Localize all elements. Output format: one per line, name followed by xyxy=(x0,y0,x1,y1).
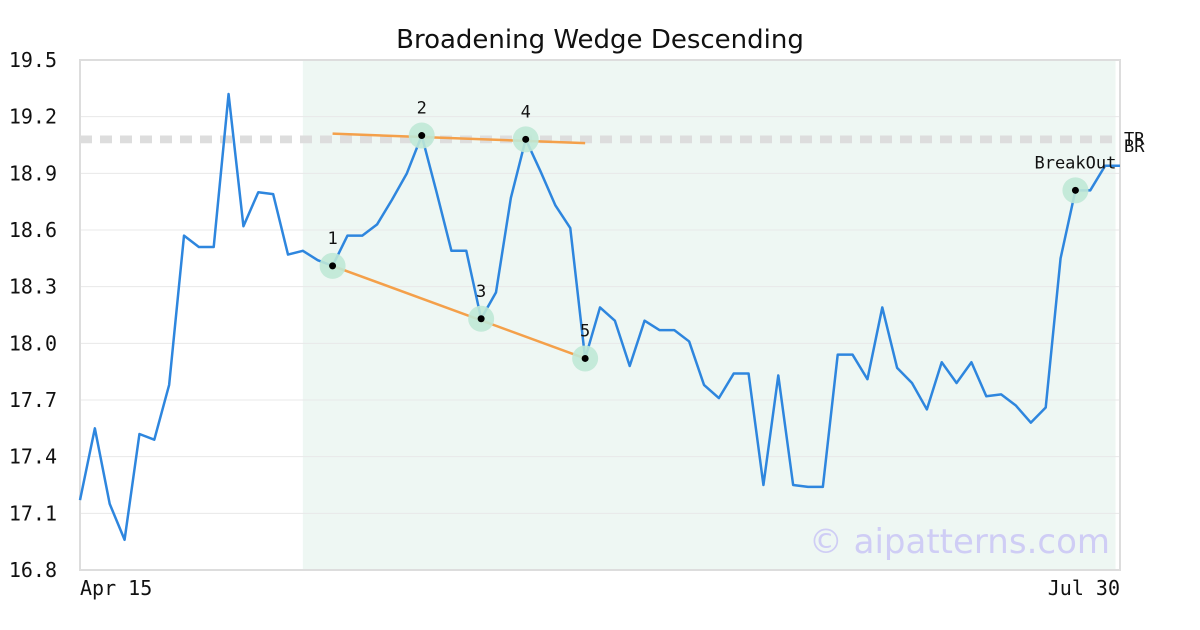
pattern-point-2 xyxy=(418,132,426,140)
plot-frame xyxy=(79,59,1121,571)
y-tick-label: 18.6 xyxy=(9,218,57,242)
trendlines xyxy=(332,132,586,360)
x-axis-ticks: Apr 15 Jul 30 xyxy=(80,576,1120,600)
pattern-point-4 xyxy=(522,135,530,143)
pattern-point-label-breakout: BreakOut xyxy=(1034,153,1116,173)
price-series-line xyxy=(78,92,1120,542)
x-tick-label: Jul 30 xyxy=(1048,576,1120,600)
pattern-shaded-region xyxy=(302,60,1116,570)
y-tick-label: 17.7 xyxy=(9,388,57,412)
reference-label-br: BR xyxy=(1124,137,1145,157)
y-axis-ticks: 16.8 17.1 17.4 17.7 18.0 18.3 18.6 18.9 19.2 19.5 xyxy=(9,48,57,582)
pattern-point-label-3: 3 xyxy=(476,282,486,302)
pattern-point-1 xyxy=(329,262,337,270)
y-tick-label: 18.0 xyxy=(9,331,57,355)
pattern-point-label-4: 4 xyxy=(521,102,531,122)
y-tick-label: 16.8 xyxy=(9,558,57,582)
y-tick-label: 17.4 xyxy=(9,445,57,469)
watermark: © aipatterns.com xyxy=(809,522,1110,562)
y-tick-label: 17.1 xyxy=(9,501,57,525)
pattern-point-breakout xyxy=(1071,186,1079,194)
chart-title: Broadening Wedge Descending xyxy=(396,25,804,55)
reference-label-tr: TR xyxy=(1124,129,1145,149)
lower-trendline xyxy=(332,264,586,360)
pattern-point-5 xyxy=(581,354,589,362)
y-tick-label: 19.2 xyxy=(9,105,57,129)
pattern-point-3 xyxy=(477,315,485,323)
y-tick-label: 19.5 xyxy=(9,48,57,72)
upper-trendline xyxy=(332,132,586,145)
pattern-point-label-1: 1 xyxy=(327,229,337,249)
pattern-markers: 1 2 3 4 5 BreakOut xyxy=(319,99,1116,372)
y-tick-label: 18.3 xyxy=(9,275,57,299)
x-tick-label: Apr 15 xyxy=(80,576,152,600)
y-tick-label: 18.9 xyxy=(9,161,57,185)
pattern-point-label-2: 2 xyxy=(417,99,427,119)
pattern-point-label-5: 5 xyxy=(580,321,590,341)
